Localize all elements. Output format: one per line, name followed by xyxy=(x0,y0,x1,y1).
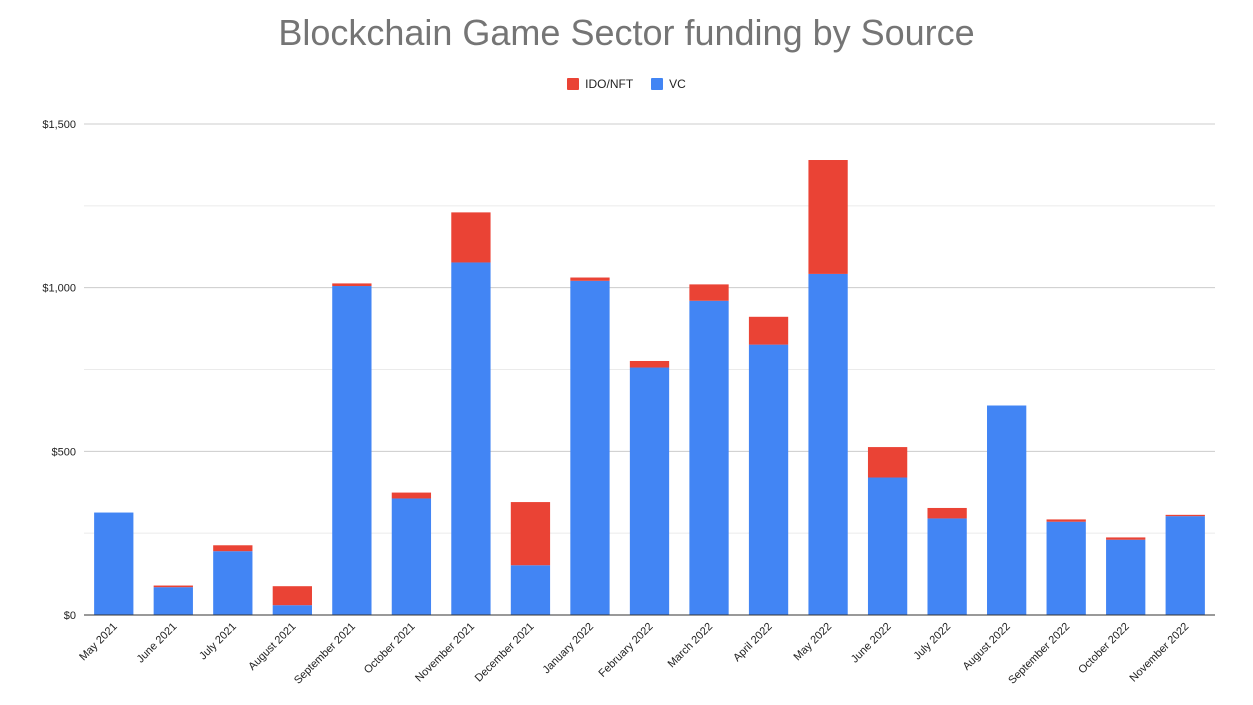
y-tick-label: $1,000 xyxy=(42,283,76,295)
x-tick-label: November 2021 xyxy=(413,621,477,685)
y-tick-label: $500 xyxy=(52,446,76,458)
x-tick-label: March 2022 xyxy=(666,621,716,671)
bar-vc xyxy=(1165,516,1205,615)
bar-vc xyxy=(689,300,729,615)
bar-ido-nft xyxy=(1106,537,1146,540)
bar-ido-nft xyxy=(213,545,253,552)
legend-item-ido-nft[interactable]: IDO/NFT xyxy=(567,77,633,91)
legend-item-vc[interactable]: VC xyxy=(651,77,686,91)
bar-vc xyxy=(987,405,1027,615)
bar-vc xyxy=(332,286,372,615)
x-tick-label: April 2022 xyxy=(731,621,775,665)
x-tick-label: October 2022 xyxy=(1076,621,1132,677)
x-tick-label: September 2021 xyxy=(292,621,358,687)
bar-ido-nft xyxy=(272,586,312,606)
bar-ido-nft xyxy=(867,447,908,478)
chart-title: Blockchain Game Sector funding by Source xyxy=(278,12,975,53)
x-tick-label: November 2022 xyxy=(1128,621,1192,685)
bar-ido-nft xyxy=(332,283,372,287)
bar-vc xyxy=(867,477,908,615)
bar-ido-nft xyxy=(570,277,610,281)
bar-ido-nft xyxy=(153,585,193,588)
x-tick-label: January 2022 xyxy=(540,621,596,677)
bar-vc xyxy=(570,280,610,615)
x-tick-label: July 2021 xyxy=(197,621,239,663)
bar-ido-nft xyxy=(927,507,967,519)
bar-vc xyxy=(510,565,551,615)
bar-ido-nft xyxy=(1165,514,1205,517)
x-tick-label: February 2022 xyxy=(597,621,656,680)
x-tick-label: August 2022 xyxy=(961,621,1013,673)
legend-swatch-ido-nft xyxy=(567,78,580,90)
bar-vc xyxy=(272,605,312,615)
bar-vc xyxy=(153,587,193,615)
bar-vc xyxy=(927,518,967,615)
bar-ido-nft xyxy=(451,212,491,263)
bar-vc xyxy=(451,262,491,615)
bar-vc xyxy=(213,551,253,615)
x-tick-label: September 2022 xyxy=(1006,621,1072,687)
bar-vc xyxy=(748,344,789,615)
bar-vc xyxy=(629,367,670,615)
x-tick-label: June 2021 xyxy=(135,621,180,666)
bar-vc xyxy=(808,273,848,615)
bar-ido-nft xyxy=(748,316,789,345)
legend: IDO/NFT VC xyxy=(0,77,1253,91)
y-tick-label: $1,500 xyxy=(42,119,76,131)
bar-vc xyxy=(1106,539,1146,615)
bar-vc xyxy=(94,512,134,615)
bar-ido-nft xyxy=(629,360,670,368)
legend-swatch-vc xyxy=(651,78,664,90)
bar-ido-nft xyxy=(510,502,551,566)
bar-ido-nft xyxy=(391,492,432,499)
x-tick-label: June 2022 xyxy=(849,621,894,666)
legend-label-ido-nft: IDO/NFT xyxy=(585,77,634,91)
bar-ido-nft xyxy=(808,160,848,274)
bar-vc xyxy=(391,498,432,615)
bar-vc xyxy=(1046,521,1086,615)
bar-ido-nft xyxy=(689,284,729,301)
bar-ido-nft xyxy=(1046,519,1086,522)
x-tick-label: October 2021 xyxy=(362,621,418,677)
x-tick-label: May 2022 xyxy=(792,621,835,664)
x-tick-label: May 2021 xyxy=(77,621,120,664)
y-tick-label: $0 xyxy=(64,610,76,622)
x-tick-label: December 2021 xyxy=(473,621,537,685)
legend-label-vc: VC xyxy=(669,77,686,91)
x-tick-label: August 2021 xyxy=(246,621,298,673)
x-tick-label: July 2022 xyxy=(911,621,953,663)
